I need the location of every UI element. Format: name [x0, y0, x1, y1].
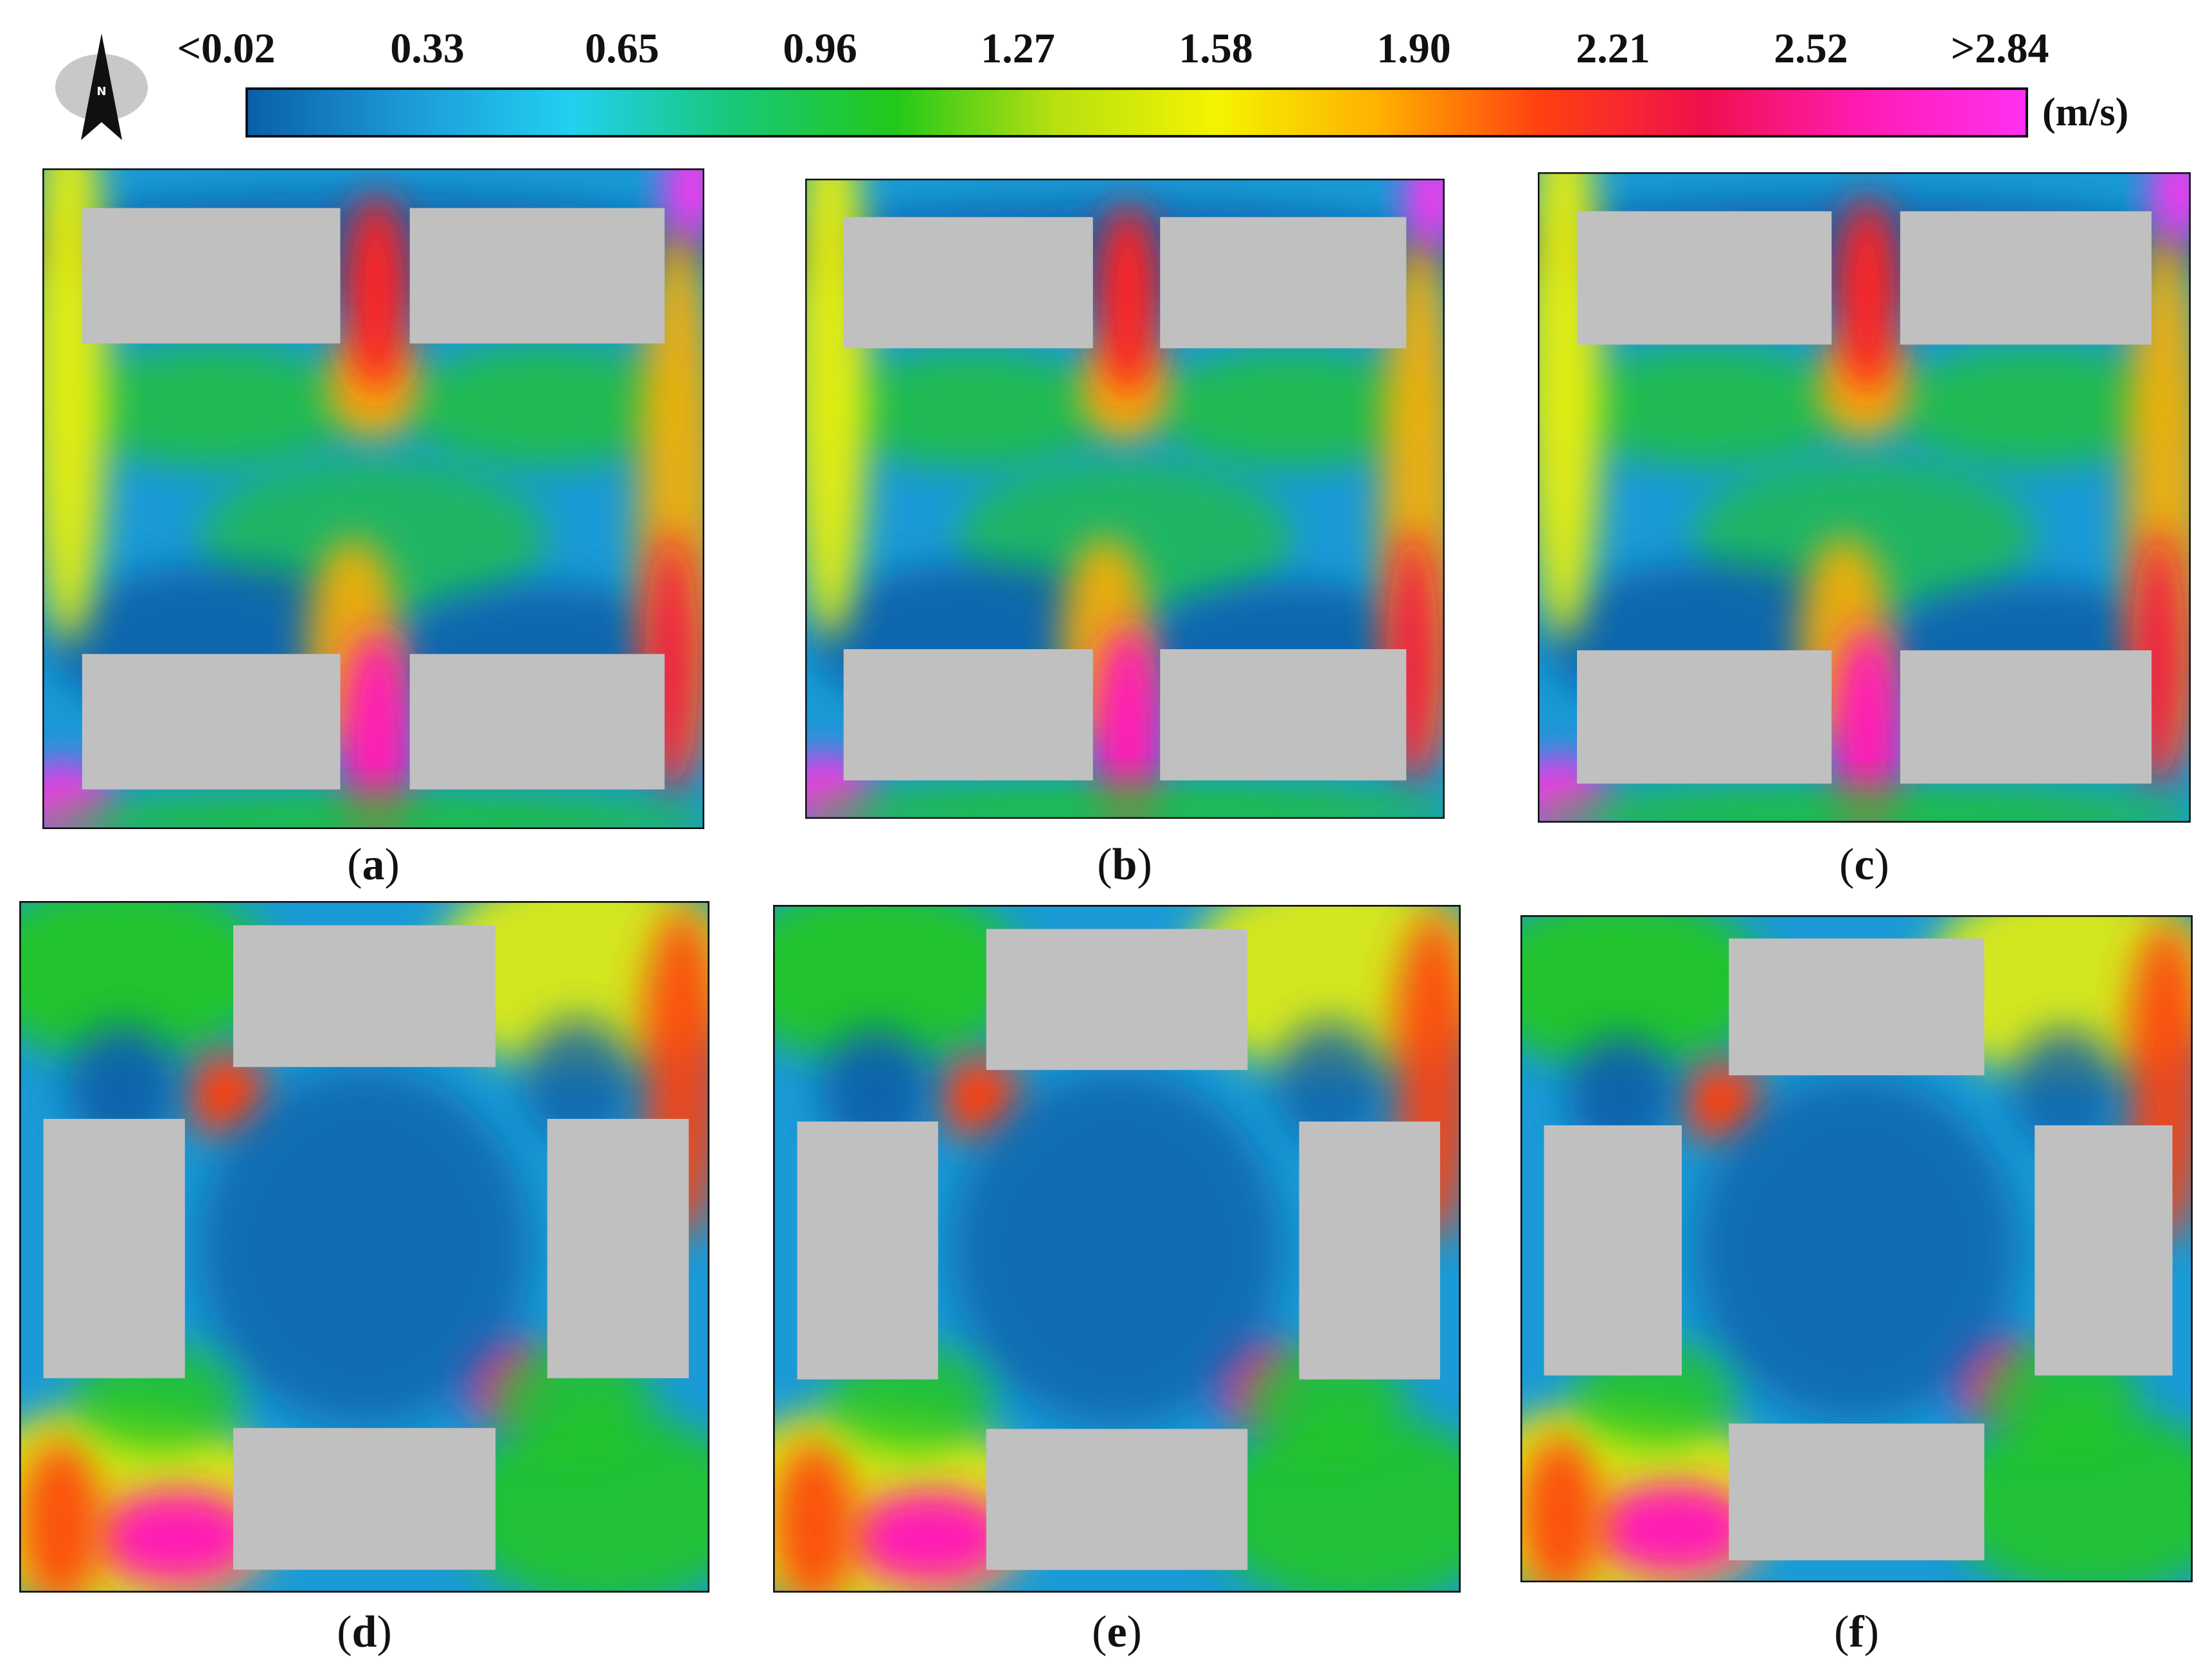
colorbar-tick-7: 2.21 — [1576, 25, 1650, 72]
colorbar-tick-9: >2.84 — [1950, 25, 2049, 72]
panel-b — [805, 179, 1445, 819]
panel-c — [1538, 172, 2191, 823]
caption-f: (f) — [1834, 1607, 1879, 1657]
colorbar-tick-3: 0.96 — [783, 25, 857, 72]
colorbar-tick-2: 0.65 — [585, 25, 659, 72]
caption-a: (a) — [347, 840, 400, 889]
caption-e: (e) — [1092, 1607, 1142, 1657]
caption-d: (d) — [337, 1607, 392, 1657]
colorbar-gradient — [245, 87, 2028, 138]
caption-c: (c) — [1839, 840, 1889, 889]
panel-e — [773, 905, 1461, 1593]
colorbar-tick-6: 1.90 — [1377, 25, 1451, 72]
panel-d — [19, 901, 709, 1593]
colorbar-tick-0: <0.02 — [177, 25, 276, 72]
north-arrow: N — [50, 31, 153, 147]
north-label: N — [96, 85, 106, 98]
colorbar-tick-4: 1.27 — [981, 25, 1055, 72]
colorbar-tick-5: 1.58 — [1179, 25, 1253, 72]
colorbar-tick-8: 2.52 — [1774, 25, 1848, 72]
caption-b: (b) — [1097, 840, 1152, 889]
colorbar-unit: (m/s) — [2042, 91, 2129, 134]
panel-a — [42, 168, 704, 829]
panel-f — [1520, 915, 2193, 1582]
colorbar-tick-1: 0.33 — [390, 25, 465, 72]
